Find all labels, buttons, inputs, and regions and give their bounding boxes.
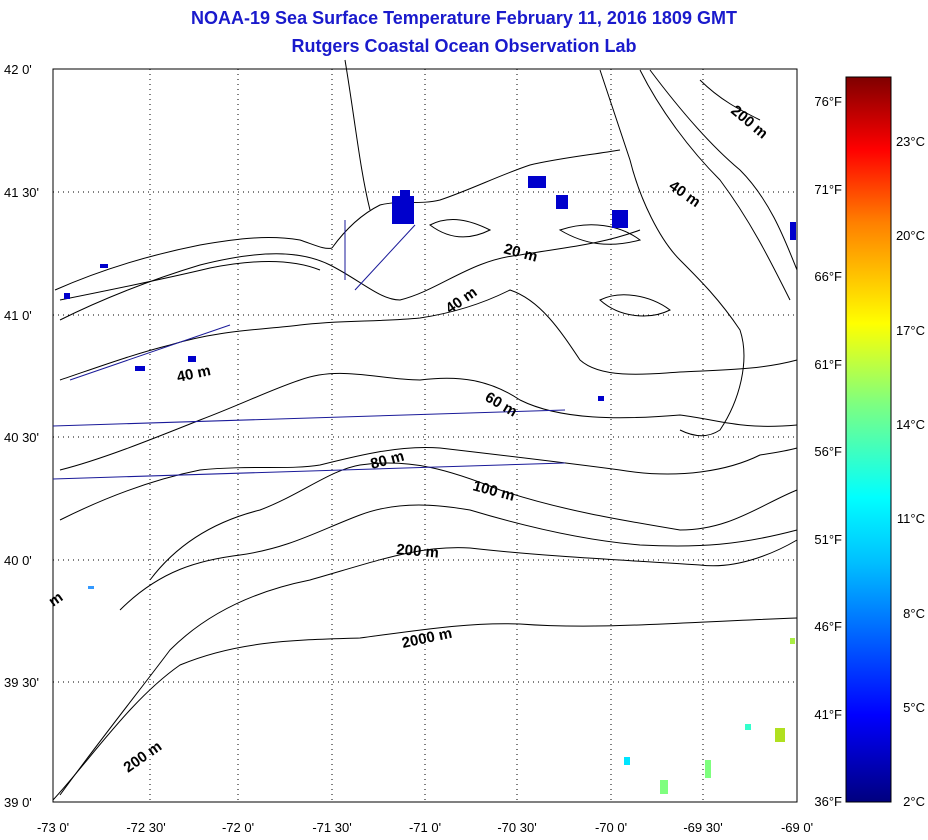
colorbar-f-label: 46°F [814,619,842,634]
lon-label: -71 0' [409,820,441,835]
contour-label: 200 m [121,738,166,776]
contour-label: 200 m [396,541,440,562]
contour-label: 20 m [502,240,539,265]
colorbar [845,76,892,803]
lon-label: -71 30' [312,820,351,835]
colorbar-f-label: 76°F [814,94,842,109]
map-subtitle: Rutgers Coastal Ocean Observation Lab [291,36,637,56]
lat-tick-labels: 42 0' 41 30' 41 0' 40 30' 40 0' 39 30' 3… [4,62,39,810]
colorbar-f-label: 71°F [814,182,842,197]
colorbar-f-label: 41°F [814,707,842,722]
colorbar-c-label: 17°C [896,323,925,338]
cold-sst-patches [64,176,796,401]
lat-label: 41 30' [4,185,39,200]
lat-label: 40 30' [4,430,39,445]
colorbar-c-label: 8°C [903,606,925,621]
lat-label: 42 0' [4,62,32,77]
colorbar-c-label: 23°C [896,134,925,149]
contour-label: 2000 m [400,625,453,652]
colorbar-c-label: 5°C [903,700,925,715]
graticule [53,69,797,802]
colorbar-c-label: 2°C [903,794,925,809]
colorbar-c-label: 14°C [896,417,925,432]
contour-label: 40 m [666,177,704,211]
map-title: NOAA-19 Sea Surface Temperature February… [191,8,737,28]
lat-label: 39 0' [4,795,32,810]
colorbar-f-label: 56°F [814,444,842,459]
colorbar-f-label: 51°F [814,532,842,547]
contour-label: 200 m [727,102,771,142]
lon-label: -69 0' [781,820,813,835]
lat-label: 40 0' [4,553,32,568]
contour-label: 40 m [175,362,212,386]
map-frame [52,68,798,803]
lon-label: -69 30' [683,820,722,835]
colorbar-f-label: 66°F [814,269,842,284]
colorbar-f-label: 36°F [814,794,842,809]
lon-label: -73 0' [37,820,69,835]
lon-label: -72 30' [126,820,165,835]
warm-sst-patches [88,586,795,794]
colorbar-c-labels: 23°C 20°C 17°C 14°C 11°C 8°C 5°C 2°C [896,134,925,809]
colorbar-c-label: 20°C [896,228,925,243]
lat-label: 41 0' [4,308,32,323]
colorbar-f-label: 61°F [814,357,842,372]
lon-label: -70 0' [595,820,627,835]
contour-label: m [46,589,67,611]
contour-label: 100 m [471,477,516,504]
lon-label: -70 30' [497,820,536,835]
contour-label: 60 m [482,389,520,421]
colorbar-c-label: 11°C [897,511,925,526]
colorbar-f-labels: 76°F 71°F 66°F 61°F 56°F 51°F 46°F 41°F … [814,94,842,809]
lon-label: -72 0' [222,820,254,835]
lat-label: 39 30' [4,675,39,690]
contour-label: 40 m [443,284,481,318]
contour-label: 80 m [369,448,406,473]
lon-tick-labels: -73 0' -72 30' -72 0' -71 30' -71 0' -70… [37,820,813,835]
swath-edges [52,220,566,480]
